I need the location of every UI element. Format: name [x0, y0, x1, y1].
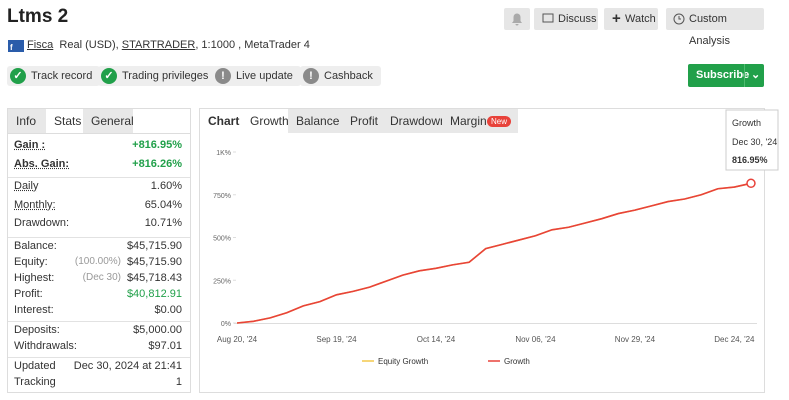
- stat-value: 65.04%: [144, 198, 182, 211]
- stat-label: Gain :: [14, 139, 46, 151]
- stats-tab[interactable]: Stats: [46, 109, 83, 133]
- new-badge: New: [487, 116, 512, 127]
- tab-underline: [8, 133, 190, 134]
- chart-tab[interactable]: Drawdown: [382, 109, 447, 133]
- legend-label: Growth: [504, 357, 530, 366]
- stat-value: $45,715.90: [126, 255, 182, 268]
- discuss-button[interactable]: Discuss: [534, 8, 598, 30]
- stat-label: Updated: [14, 359, 56, 372]
- subscribe-label: Subscribe: [696, 69, 750, 81]
- stat-label: Daily: [14, 180, 39, 192]
- chart-tab[interactable]: Growth: [242, 109, 289, 133]
- svg-text:f: f: [10, 43, 13, 52]
- stat-value: +816.26%: [132, 157, 182, 170]
- x-tick-label: Sep 19, '24: [316, 335, 357, 344]
- chart-tab[interactable]: Chart: [200, 109, 242, 133]
- badge-label: Track record: [31, 70, 93, 82]
- badge-label: Live update: [236, 70, 293, 82]
- y-tick-label: 0%: [221, 321, 231, 328]
- account-line: Fisca Real (USD), STARTRADER, 1:1000 , M…: [27, 39, 310, 51]
- badge-icon: !: [215, 68, 231, 84]
- y-tick-label: 750%: [213, 193, 231, 200]
- button-label: Custom Analysis: [689, 13, 730, 47]
- stat-label: Highest:: [14, 271, 55, 284]
- subscribe-button[interactable]: Subscribe ⌄: [688, 64, 764, 87]
- legend-label: Equity Growth: [378, 357, 428, 366]
- stat-label: Balance:: [14, 239, 57, 252]
- stat-value: Dec 30, 2024 at 21:41: [73, 359, 182, 372]
- stat-value: $45,715.90: [126, 239, 182, 252]
- stat-label: Abs. Gain:: [14, 157, 70, 170]
- series-line: [236, 182, 752, 324]
- stat-label: Interest:: [14, 303, 54, 316]
- stat-label: Monthly:: [14, 198, 56, 211]
- stat-value: 1.60%: [150, 180, 182, 192]
- stats-panel: Info Stats General Gain : +816.95% Abs. Gain:…: [7, 108, 191, 393]
- chart-tab[interactable]: Profit: [342, 109, 382, 133]
- x-tick-label: Nov 06, '24: [515, 335, 556, 344]
- stat-label: Drawdown:: [14, 217, 70, 229]
- stat-value: $40,812.91: [126, 287, 182, 300]
- watch-button[interactable]: + Watch: [604, 8, 658, 30]
- badge-label: Cashback: [324, 70, 373, 82]
- button-label: Watch: [625, 13, 656, 25]
- stat-value: 1: [175, 375, 182, 388]
- stat-label: Deposits:: [14, 323, 60, 336]
- tooltip-date: Dec 30, '24: [732, 137, 777, 147]
- x-tick-label: Oct 14, '24: [417, 335, 456, 344]
- account-type: Real (USD),: [59, 39, 119, 51]
- badge: ✓ Track record: [7, 66, 101, 86]
- tooltip-value: 816.95%: [732, 155, 768, 165]
- badge: ! Cashback: [300, 66, 381, 86]
- badge-icon: ✓: [10, 68, 26, 84]
- stat-value: +816.95%: [132, 139, 182, 151]
- separator: [8, 356, 190, 358]
- bell-button[interactable]: [504, 8, 530, 30]
- badge: ✓ Trading privileges: [98, 66, 217, 86]
- chart-tab[interactable]: Balance: [288, 109, 342, 133]
- broker-link[interactable]: Fisca: [27, 39, 54, 51]
- x-tick-label: Aug 20, '24: [217, 335, 258, 344]
- account-details: , 1:1000 , MetaTrader 4: [195, 39, 310, 51]
- stat-value: $97.01: [148, 339, 182, 352]
- y-tick-label: 500%: [213, 236, 231, 243]
- stat-note: (Dec 30): [82, 271, 121, 283]
- broker-logo: f: [8, 40, 24, 52]
- custom-analysis-button[interactable]: Custom Analysis: [666, 8, 764, 47]
- separator: [8, 320, 190, 322]
- stat-value: 10.71%: [144, 217, 182, 229]
- separator: [8, 177, 190, 178]
- stat-label: Profit:: [14, 287, 43, 300]
- chart-panel: Chart Growth Balance Profit Drawdown Margin Ne…: [199, 108, 765, 393]
- y-tick-label: 1K%: [216, 150, 231, 157]
- page-title: Ltms 2: [7, 6, 69, 27]
- stat-note: (100.00%): [74, 255, 121, 267]
- tooltip-title: Growth: [732, 118, 761, 128]
- y-tick-label: 250%: [213, 278, 231, 285]
- x-tick-label: Dec 24, '24: [714, 335, 755, 344]
- hover-marker: [746, 178, 756, 189]
- stat-label: Tracking: [14, 375, 56, 388]
- stat-label: Withdrawals:: [14, 339, 77, 352]
- badge: ! Live update: [212, 66, 301, 86]
- stat-value: $45,718.43: [126, 271, 182, 284]
- x-tick-label: Nov 29, '24: [615, 335, 656, 344]
- stat-value: $5,000.00: [133, 323, 182, 336]
- button-label: Discuss: [558, 13, 597, 25]
- stat-value: $0.00: [154, 303, 182, 316]
- stat-label: Equity:: [14, 255, 48, 268]
- stats-tab[interactable]: Info: [8, 109, 46, 133]
- badge-label: Trading privileges: [122, 70, 209, 82]
- server-link[interactable]: STARTRADER: [121, 39, 196, 51]
- badge-icon: ✓: [101, 68, 117, 84]
- separator: [8, 236, 190, 238]
- series-line: [236, 182, 752, 324]
- stats-tab[interactable]: General: [83, 109, 134, 133]
- tooltip-box: [725, 109, 779, 171]
- badge-icon: !: [303, 68, 319, 84]
